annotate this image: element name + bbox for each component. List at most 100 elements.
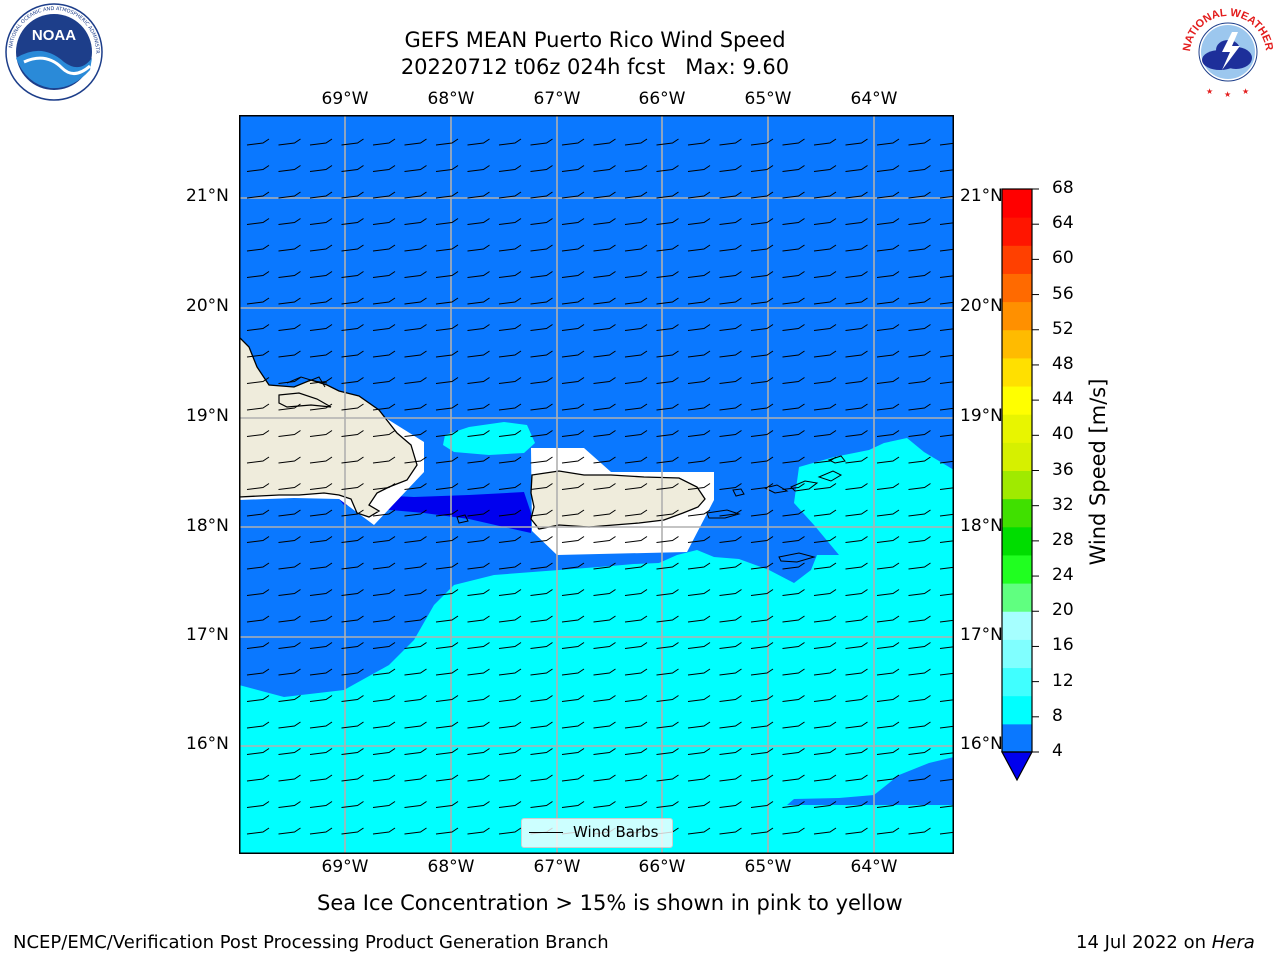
wind-barb xyxy=(939,487,954,490)
wind-barb xyxy=(687,642,711,649)
wind-barb xyxy=(593,456,616,464)
wind-barb xyxy=(908,536,931,543)
wind-barb xyxy=(656,642,679,649)
wind-barb xyxy=(246,589,270,596)
wind-barb xyxy=(309,324,333,331)
wind-barb xyxy=(372,695,396,702)
wind-barb xyxy=(908,165,931,172)
wind-barb xyxy=(719,191,742,199)
wind-barb xyxy=(404,827,427,835)
wind-barb xyxy=(498,218,522,225)
lon-label-bottom-64w: 64°W xyxy=(850,857,898,877)
wind-barb xyxy=(278,456,301,464)
wind-barb xyxy=(530,748,553,755)
wind-barb xyxy=(624,456,648,464)
wind-barb xyxy=(782,138,805,146)
wind-barb xyxy=(687,244,711,252)
colorbar-segment xyxy=(1002,526,1032,556)
wind-barb xyxy=(624,748,648,755)
wind-barb xyxy=(719,324,742,331)
wind-barb xyxy=(467,801,490,808)
colorbar-segment xyxy=(1002,273,1032,303)
wind-barb xyxy=(939,699,954,702)
wind-barb xyxy=(624,350,648,358)
wind-barb xyxy=(341,324,364,331)
wind-barb xyxy=(278,668,301,676)
wind-barb xyxy=(782,509,805,517)
wind-barb xyxy=(876,509,900,517)
wind-barb xyxy=(467,244,490,252)
wind-barb xyxy=(939,142,954,146)
wind-barb xyxy=(372,827,396,835)
wind-barb xyxy=(309,430,333,437)
wind-barb xyxy=(719,350,742,358)
wind-barb xyxy=(530,668,553,676)
wind-barb xyxy=(467,403,490,411)
wind-barb xyxy=(939,275,954,278)
wind-barb xyxy=(278,244,301,252)
wind-barb xyxy=(309,801,333,808)
wind-barb xyxy=(908,801,931,808)
colorbar-tick-label: 4 xyxy=(1052,741,1063,761)
wind-barb xyxy=(309,218,333,225)
wind-barb xyxy=(782,695,805,702)
wind-barb xyxy=(246,350,270,358)
footer-left: NCEP/EMC/Verification Post Processing Pr… xyxy=(13,932,609,953)
wind-barb xyxy=(813,562,837,570)
wind-barb xyxy=(278,748,301,755)
wind-barb xyxy=(309,695,333,702)
wind-barb xyxy=(246,165,270,172)
wind-barb xyxy=(593,138,616,146)
wind-barb xyxy=(435,244,459,252)
wind-barb xyxy=(372,377,396,384)
wind-barb xyxy=(750,218,774,225)
wind-barb xyxy=(593,774,616,782)
wind-barb xyxy=(719,536,742,543)
wind-barb xyxy=(719,483,742,490)
wind-barb xyxy=(309,615,333,623)
wind-barb xyxy=(593,536,616,543)
wind-barb xyxy=(908,244,931,252)
wind-barb xyxy=(782,562,805,570)
wind-barb xyxy=(656,271,679,278)
wind-barb xyxy=(278,695,301,702)
wind-barb xyxy=(719,509,742,517)
wind-barb xyxy=(687,324,711,331)
wind-barb xyxy=(341,536,364,543)
wind-barb xyxy=(530,377,553,384)
wind-barb xyxy=(624,244,648,252)
wind-barb xyxy=(813,138,837,146)
wind-barb xyxy=(435,642,459,649)
wind-barb xyxy=(624,509,648,517)
wind-barb xyxy=(813,324,837,331)
lat-label-right-21n: 21°N xyxy=(960,186,1003,206)
wind-barb xyxy=(341,191,364,199)
wind-barb xyxy=(687,430,711,437)
wind-barb xyxy=(782,324,805,331)
wind-barb xyxy=(939,195,954,199)
wind-barb xyxy=(561,801,585,808)
wind-barb xyxy=(467,218,490,225)
wind-barb xyxy=(750,377,774,384)
wind-barb xyxy=(845,615,868,623)
wind-barb xyxy=(341,827,364,835)
wind-barb xyxy=(404,165,427,172)
wind-barb xyxy=(530,615,553,623)
wind-barb xyxy=(624,801,648,808)
wind-barb xyxy=(593,271,616,278)
wind-barb xyxy=(876,218,900,225)
wind-barb xyxy=(939,222,954,225)
svg-text:★: ★ xyxy=(1242,87,1249,96)
wind-barb xyxy=(309,589,333,596)
wind-barb xyxy=(404,615,427,623)
wind-barb xyxy=(404,430,427,437)
wind-barb xyxy=(719,642,742,649)
wind-barb xyxy=(530,271,553,278)
wind-barb xyxy=(561,536,585,543)
wind-barb xyxy=(876,615,900,623)
wind-barb xyxy=(876,642,900,649)
wind-barb xyxy=(404,721,427,729)
wind-barb xyxy=(656,324,679,331)
wind-barb xyxy=(908,297,931,305)
wind-barb xyxy=(372,509,396,517)
